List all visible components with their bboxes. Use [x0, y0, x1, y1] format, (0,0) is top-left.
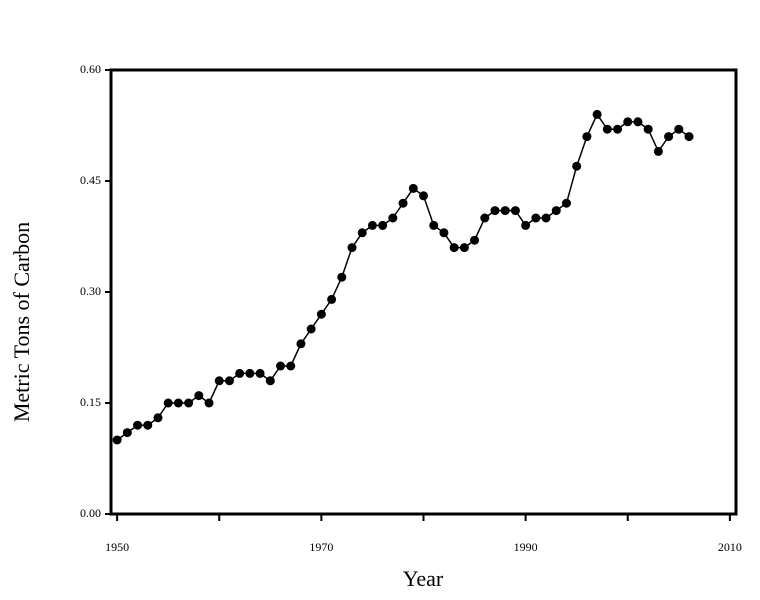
data-point	[143, 420, 153, 430]
data-point	[224, 376, 234, 386]
data-point	[173, 398, 183, 408]
y-tick-label: 0.15	[80, 395, 101, 409]
data-point	[470, 235, 480, 245]
data-point	[572, 161, 582, 171]
data-point	[265, 376, 275, 386]
data-point	[184, 398, 194, 408]
data-point	[633, 117, 643, 127]
data-point	[664, 132, 674, 142]
data-point	[521, 220, 531, 230]
y-tick-label: 0.45	[80, 173, 101, 187]
data-point	[449, 243, 459, 253]
y-tick-label: 0.30	[80, 284, 101, 298]
x-tick-label: 1990	[514, 540, 538, 554]
data-point	[419, 191, 428, 201]
data-point	[388, 213, 398, 223]
data-point	[684, 132, 694, 142]
data-point	[643, 124, 653, 134]
data-point	[337, 272, 347, 282]
x-axis-title: Year	[403, 566, 444, 591]
data-point	[255, 368, 265, 378]
data-point	[347, 243, 357, 253]
data-point	[408, 183, 418, 193]
data-point	[245, 368, 255, 378]
data-point	[429, 220, 439, 230]
data-point	[490, 206, 500, 216]
y-tick-label: 0.00	[80, 506, 101, 520]
data-point	[459, 243, 469, 253]
y-axis-title: Metric Tons of Carbon	[9, 222, 34, 422]
x-tick-label: 2010	[718, 540, 742, 554]
data-point	[551, 206, 561, 216]
data-point	[316, 309, 326, 319]
data-line	[116, 112, 690, 441]
data-point	[286, 361, 296, 371]
data-point	[296, 339, 306, 349]
data-point	[163, 398, 173, 408]
x-tick-label: 1970	[309, 540, 333, 554]
plot-frame	[109, 68, 738, 516]
data-point	[378, 220, 388, 230]
data-point	[439, 228, 449, 238]
data-point	[235, 368, 245, 378]
data-point	[276, 361, 286, 371]
data-point	[398, 198, 408, 208]
data-point	[122, 428, 132, 438]
data-point	[541, 213, 551, 223]
data-point	[204, 398, 214, 408]
data-point	[153, 413, 163, 423]
x-tick-label: 1950	[105, 540, 129, 554]
data-point	[653, 146, 663, 156]
data-point	[561, 198, 571, 208]
data-point	[623, 117, 633, 127]
data-point	[306, 324, 316, 334]
data-point	[674, 124, 684, 134]
data-point	[500, 206, 510, 216]
data-point	[133, 420, 143, 430]
data-point	[112, 435, 122, 445]
data-point	[480, 213, 490, 223]
data-point	[510, 206, 520, 216]
y-tick-label: 0.60	[80, 62, 101, 76]
data-point	[214, 376, 224, 386]
data-point	[531, 213, 541, 223]
data-point	[327, 294, 337, 304]
data-point	[613, 124, 623, 134]
data-point	[602, 124, 612, 134]
data-point	[582, 132, 592, 142]
data-point	[592, 109, 602, 119]
data-point	[194, 391, 204, 401]
data-point	[367, 220, 377, 230]
data-point	[357, 228, 367, 238]
